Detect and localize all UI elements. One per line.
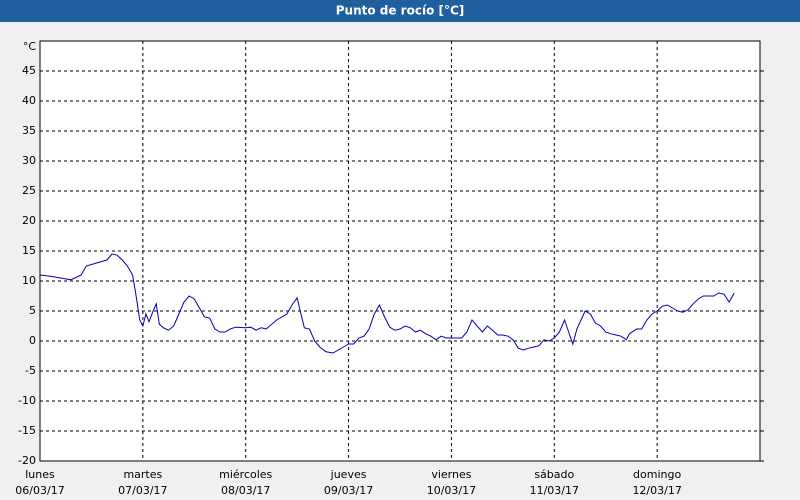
x-tick-date: 07/03/17: [118, 484, 167, 497]
x-tick-date: 11/03/17: [530, 484, 579, 497]
y-tick-label: 10: [22, 274, 36, 287]
chart-title: Punto de rocío [°C]: [336, 4, 465, 18]
x-tick-label: martes: [123, 468, 162, 481]
x-tick-label: sábado: [534, 468, 574, 481]
y-tick-label: 5: [29, 304, 36, 317]
y-tick-label: 45: [22, 64, 36, 77]
x-tick-date: 08/03/17: [221, 484, 270, 497]
x-tick-label: miércoles: [219, 468, 272, 481]
title-bar: [0, 0, 800, 22]
x-tick-date: 09/03/17: [324, 484, 373, 497]
y-tick-label: 40: [22, 94, 36, 107]
data-line: [39, 253, 735, 354]
x-tick-label: lunes: [25, 468, 55, 481]
y-tick-label: -20: [18, 454, 36, 467]
y-tick-label: 30: [22, 154, 36, 167]
y-tick-label: -10: [18, 394, 36, 407]
x-tick-date: 06/03/17: [15, 484, 64, 497]
x-tick-label: domingo: [633, 468, 681, 481]
x-tick-date: 10/03/17: [427, 484, 476, 497]
y-tick-label: 20: [22, 214, 36, 227]
x-tick-date: 12/03/17: [632, 484, 681, 497]
x-tick-label: jueves: [330, 468, 367, 481]
y-tick-label: 25: [22, 184, 36, 197]
y-tick-label: 15: [22, 244, 36, 257]
y-tick-label: 0: [29, 334, 36, 347]
y-tick-label: -5: [25, 364, 36, 377]
y-tick-label: 35: [22, 124, 36, 137]
y-unit: °C: [23, 40, 37, 53]
y-tick-label: -15: [18, 424, 36, 437]
x-tick-label: viernes: [431, 468, 471, 481]
